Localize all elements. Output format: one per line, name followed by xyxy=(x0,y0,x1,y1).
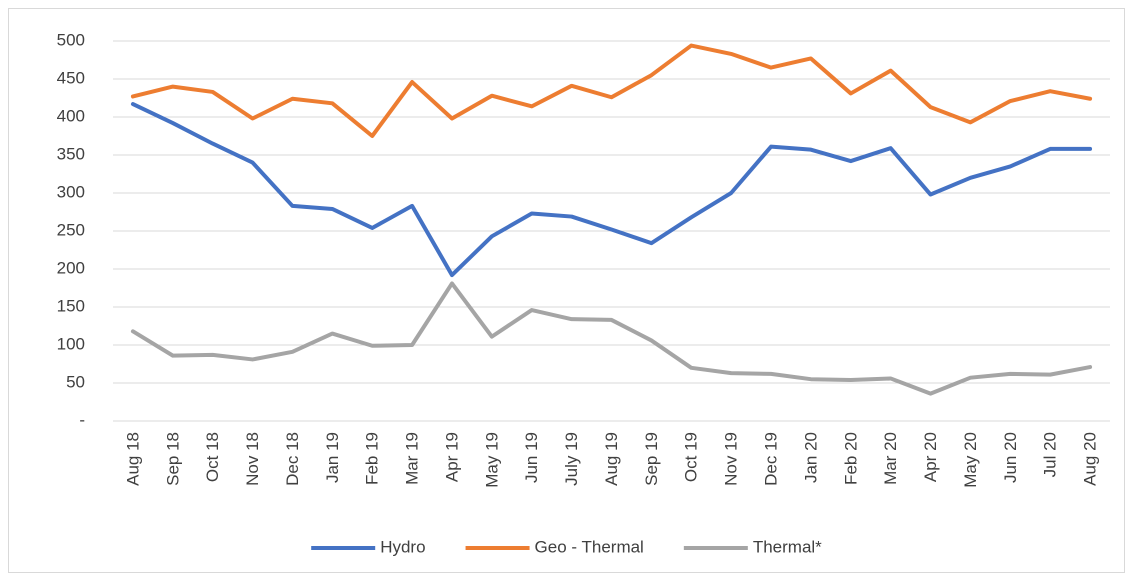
x-tick-label: Nov 19 xyxy=(722,432,741,486)
x-tick-label: Jan 20 xyxy=(801,432,820,483)
x-tick-label: Apr 20 xyxy=(921,432,940,482)
x-tick-label: Aug 19 xyxy=(602,432,621,486)
x-tick-label: Jul 20 xyxy=(1041,432,1060,477)
y-tick-label: 350 xyxy=(57,144,85,163)
x-tick-label: Mar 20 xyxy=(881,432,900,485)
y-tick-label: 100 xyxy=(57,334,85,353)
legend-label: Geo - Thermal xyxy=(535,537,644,556)
chart-border xyxy=(8,8,1125,573)
legend: Hydro Geo - Thermal Thermal* xyxy=(311,537,822,556)
y-tick-label: 450 xyxy=(57,68,85,87)
y-tick-label: 200 xyxy=(57,258,85,277)
y-tick-label: 500 xyxy=(57,30,85,49)
x-tick-label: May 19 xyxy=(482,432,501,488)
line-series xyxy=(130,43,1093,138)
x-tick-label: Feb 19 xyxy=(363,432,382,485)
x-tick-label: Jun 20 xyxy=(1001,432,1020,483)
x-tick-label: Dec 19 xyxy=(762,432,781,486)
x-tick-label: July 19 xyxy=(562,432,581,486)
x-tick-label: Aug 18 xyxy=(123,432,142,486)
y-tick-label: 250 xyxy=(57,220,85,239)
y-tick-label: 400 xyxy=(57,106,85,125)
x-tick-label: Jan 19 xyxy=(323,432,342,483)
x-tick-label: Sep 18 xyxy=(163,432,182,486)
y-tick-label: 300 xyxy=(57,182,85,201)
x-tick-label: May 20 xyxy=(961,432,980,488)
x-tick-label: Oct 19 xyxy=(682,432,701,482)
x-tick-label: Feb 20 xyxy=(841,432,860,485)
line-series xyxy=(130,281,1093,396)
x-tick-label: Mar 19 xyxy=(403,432,422,485)
y-tick-label: - xyxy=(79,410,85,429)
x-tick-label: Jun 19 xyxy=(522,432,541,483)
legend-label: Thermal* xyxy=(753,537,822,556)
x-tick-label: Sep 19 xyxy=(642,432,661,486)
x-tick-label: Apr 19 xyxy=(442,432,461,482)
y-tick-label: 50 xyxy=(66,372,85,391)
legend-label: Hydro xyxy=(380,537,425,556)
x-tick-label: Oct 18 xyxy=(203,432,222,482)
x-tick-label: Nov 18 xyxy=(243,432,262,486)
x-tick-label: Aug 20 xyxy=(1081,432,1100,486)
line-series xyxy=(130,102,1093,278)
y-tick-label: 150 xyxy=(57,296,85,315)
x-tick-label: Dec 18 xyxy=(283,432,302,486)
